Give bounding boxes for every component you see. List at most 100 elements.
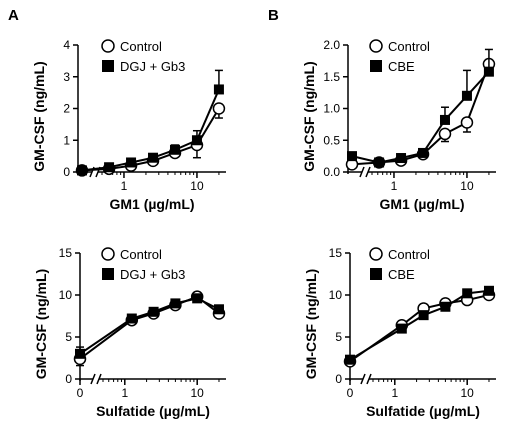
y-tick-label: 2.0 bbox=[323, 38, 340, 52]
legend-entry: CBE bbox=[370, 59, 415, 74]
legend-label: Control bbox=[120, 39, 162, 54]
legend-marker bbox=[101, 39, 115, 53]
series-control bbox=[75, 102, 226, 177]
legend-label: CBE bbox=[388, 59, 415, 74]
y-tick-label: 1.0 bbox=[323, 102, 340, 116]
y-axis-title: GM-CSF (ng/mL) bbox=[301, 61, 317, 171]
data-point bbox=[126, 313, 137, 324]
x-tick-label: 10 bbox=[460, 179, 474, 193]
y-axis-title: GM-CSF (ng/mL) bbox=[33, 269, 49, 379]
y-tick-label: 0 bbox=[65, 372, 72, 386]
legend-marker bbox=[102, 60, 114, 72]
y-tick-label: 4 bbox=[63, 38, 70, 52]
y-tick-label: 10 bbox=[59, 288, 73, 302]
y-axis-title: GM-CSF (ng/mL) bbox=[303, 269, 319, 379]
data-point bbox=[438, 127, 452, 141]
y-tick-label: 15 bbox=[59, 246, 73, 260]
legend-label: DGJ + Gb3 bbox=[120, 267, 185, 282]
series-dgj-gb3 bbox=[77, 69, 224, 176]
legend-entry: Control bbox=[101, 247, 162, 262]
data-point bbox=[170, 298, 181, 309]
series-line-segment bbox=[196, 89, 220, 141]
panel-letter: B bbox=[268, 7, 279, 24]
y-tick-label: 0 bbox=[335, 372, 342, 386]
data-point bbox=[213, 304, 224, 315]
y-tick-label: 5 bbox=[65, 330, 72, 344]
y-tick-label: 0.0 bbox=[323, 165, 340, 179]
x-axis-title: GM1 (µg/mL) bbox=[379, 196, 464, 212]
data-point bbox=[148, 152, 159, 163]
series-cbe bbox=[347, 48, 494, 168]
chart-panel-1: A 0 1 2 3 4 1 10 GM1 (µg/mL) GM-CSF (ng/mL) Contro… bbox=[8, 7, 226, 212]
axis-break-mark bbox=[90, 373, 96, 385]
legend-marker bbox=[370, 60, 382, 72]
legend-label: DGJ + Gb3 bbox=[120, 59, 185, 74]
series-line-segment bbox=[422, 119, 446, 154]
series-line-segment bbox=[79, 319, 133, 360]
legend-label: Control bbox=[388, 247, 430, 262]
panel-letter: A bbox=[8, 7, 19, 24]
legend-label: Control bbox=[120, 247, 162, 262]
data-point bbox=[347, 151, 357, 162]
y-tick-label: 3 bbox=[63, 70, 70, 84]
data-point bbox=[396, 323, 407, 334]
chart-panel-4: 0 5 10 15 0 1 10 Sulfatide (µg/mL) GM-CSF (ng/mL… bbox=[303, 246, 496, 419]
data-point bbox=[461, 90, 472, 101]
legend-entry: Control bbox=[369, 39, 430, 54]
data-point bbox=[374, 157, 385, 168]
x-axis-title: GM1 (µg/mL) bbox=[109, 196, 194, 212]
data-point bbox=[213, 84, 224, 95]
x-axis-title: Sulfatide (µg/mL) bbox=[96, 403, 210, 419]
x-tick-label: 10 bbox=[191, 386, 205, 400]
data-point bbox=[396, 153, 407, 164]
y-tick-label: 1 bbox=[63, 133, 70, 147]
data-point bbox=[104, 162, 115, 173]
data-point bbox=[439, 114, 450, 125]
data-point bbox=[345, 354, 355, 365]
data-point bbox=[418, 147, 429, 158]
chart-panel-2: B 0.0 0.5 1.0 1.5 2.0 1 10 GM1 (µg/mL) GM-CSF (ng… bbox=[268, 7, 496, 212]
series-line-segment bbox=[79, 317, 133, 355]
data-point bbox=[169, 144, 180, 155]
y-tick-label: 2 bbox=[63, 102, 70, 116]
x-tick-label: 1 bbox=[391, 386, 398, 400]
legend-entry: Control bbox=[101, 39, 162, 54]
y-tick-label: 5 bbox=[335, 330, 342, 344]
legend-marker bbox=[102, 268, 114, 280]
data-point bbox=[418, 310, 429, 321]
data-point bbox=[212, 102, 226, 115]
series-line-segment bbox=[349, 327, 403, 361]
x-axis-title: Sulfatide (µg/mL) bbox=[366, 403, 480, 419]
x-tick-label: 1 bbox=[121, 179, 128, 193]
y-tick-label: 15 bbox=[329, 246, 343, 260]
axis-break-mark bbox=[359, 166, 365, 178]
series-dgj-gb3 bbox=[75, 293, 224, 359]
y-tick-label: 10 bbox=[329, 288, 343, 302]
data-point bbox=[77, 165, 87, 176]
data-point bbox=[460, 116, 474, 129]
data-point bbox=[126, 157, 137, 168]
axis-break-mark bbox=[360, 373, 366, 385]
data-point bbox=[148, 306, 159, 317]
legend-marker bbox=[369, 247, 383, 261]
y-axis-title: GM-CSF (ng/mL) bbox=[31, 61, 47, 171]
x-tick-label: 10 bbox=[461, 386, 475, 400]
legend-marker bbox=[369, 39, 383, 53]
axis-break-mark bbox=[96, 373, 102, 385]
x-tick-label: 1 bbox=[121, 386, 128, 400]
data-point bbox=[483, 285, 494, 296]
x-tick-label: 0 bbox=[347, 386, 354, 400]
legend-marker bbox=[370, 268, 382, 280]
data-point bbox=[483, 66, 494, 77]
data-point bbox=[462, 288, 473, 299]
series-control bbox=[343, 288, 496, 368]
x-tick-label: 10 bbox=[190, 179, 204, 193]
x-tick-label: 1 bbox=[391, 179, 398, 193]
axis-break-mark bbox=[365, 166, 371, 178]
y-tick-label: 0 bbox=[63, 165, 70, 179]
chart-panel-3: 0 5 10 15 0 1 10 Sulfatide (µg/mL) GM-CSF (ng/mL… bbox=[33, 246, 226, 419]
y-tick-label: 0.5 bbox=[323, 133, 340, 147]
data-point bbox=[440, 301, 451, 312]
legend-marker bbox=[101, 247, 115, 261]
